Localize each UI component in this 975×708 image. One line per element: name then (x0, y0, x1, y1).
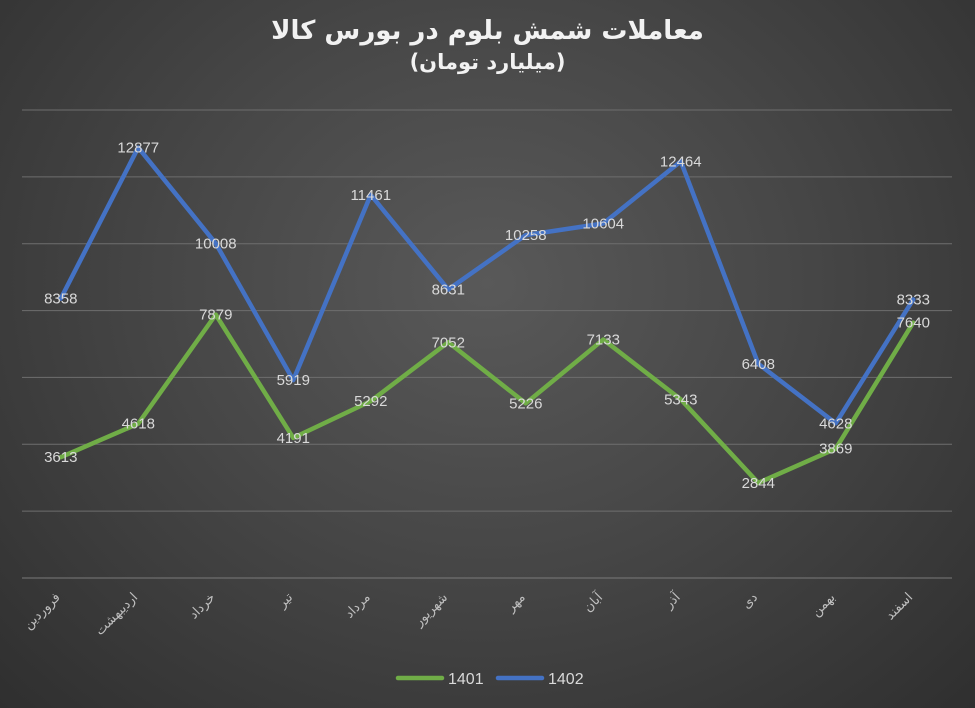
data-label: 3613 (44, 449, 77, 466)
data-label: 3869 (819, 441, 852, 458)
data-point (59, 297, 63, 301)
data-labels: 3613 4618 7879 4191 5292 7052 5226 7133 5343 2844… (44, 140, 930, 492)
data-point (911, 297, 915, 301)
data-point (601, 222, 605, 226)
data-label: 10604 (582, 216, 624, 233)
data-point (136, 146, 140, 150)
grid-lines (22, 109, 952, 579)
x-tick-label: خرداد (186, 590, 219, 623)
series-lines (58, 145, 916, 486)
data-label: 8358 (44, 291, 77, 308)
legend: 1401 1402 (395, 671, 584, 688)
series-line-1402 (58, 145, 916, 426)
data-point (59, 455, 63, 459)
x-tick-label: مهر (502, 590, 528, 616)
x-tick-label: فروردین (20, 590, 63, 633)
data-point (291, 436, 295, 440)
data-label: 5919 (277, 372, 310, 389)
x-tick-label: آذر (660, 588, 685, 613)
legend-label: 1401 (448, 671, 484, 688)
chart-subtitle: (میلیارد تومان) (409, 50, 566, 74)
data-point (369, 193, 373, 197)
data-point (214, 313, 218, 317)
data-label: 11461 (350, 187, 391, 204)
x-tick-label: دی (738, 589, 760, 611)
data-label: 7879 (199, 307, 232, 324)
data-point (524, 401, 528, 405)
x-tick-label: شهریور (410, 590, 451, 631)
data-label: 7133 (587, 332, 620, 349)
data-label: 10008 (195, 235, 237, 252)
chart-title: معاملات شمش بلوم در بورس کالا (271, 16, 704, 46)
data-point (756, 481, 760, 485)
x-tick-label: مرداد (342, 590, 374, 622)
data-point (446, 287, 450, 291)
x-tick-label: اسفند (882, 590, 915, 623)
data-label: 5226 (509, 395, 542, 412)
data-point (756, 362, 760, 366)
data-label: 8631 (432, 281, 465, 298)
chart-title-block: معاملات شمش بلوم در بورس کالا (میلیارد ت… (0, 14, 975, 76)
data-label: 4618 (122, 416, 155, 433)
data-label: 8333 (897, 291, 930, 308)
data-point (601, 338, 605, 342)
data-point (679, 159, 683, 163)
data-label: 5292 (354, 393, 387, 410)
x-tick-label: آبان (579, 588, 606, 615)
data-point (136, 422, 140, 426)
data-point (446, 340, 450, 344)
data-label: 4191 (277, 430, 310, 447)
x-tick-label: اردیبهشت (92, 590, 141, 639)
legend-label: 1402 (548, 671, 584, 688)
x-tick-label: بهمن (808, 590, 838, 620)
data-point (524, 233, 528, 237)
data-point (214, 241, 218, 245)
x-tick-labels: فروردین اردیبهشت خرداد تیر مرداد شهریور مهر آبا… (20, 588, 915, 639)
data-label: 12464 (660, 153, 702, 170)
data-label: 2844 (742, 475, 775, 492)
data-point (291, 378, 295, 382)
data-label: 7640 (897, 315, 930, 332)
data-point (369, 399, 373, 403)
series-line-1401 (58, 312, 916, 486)
data-label: 5343 (664, 391, 697, 408)
data-point (679, 397, 683, 401)
data-label: 10258 (505, 227, 547, 244)
data-point (834, 447, 838, 451)
data-label: 4628 (819, 415, 852, 432)
data-label: 7052 (432, 334, 465, 351)
data-label: 12877 (117, 140, 159, 157)
data-point (834, 421, 838, 425)
data-label: 6408 (742, 356, 775, 373)
data-point (911, 321, 915, 325)
x-tick-label: تیر (274, 589, 297, 612)
